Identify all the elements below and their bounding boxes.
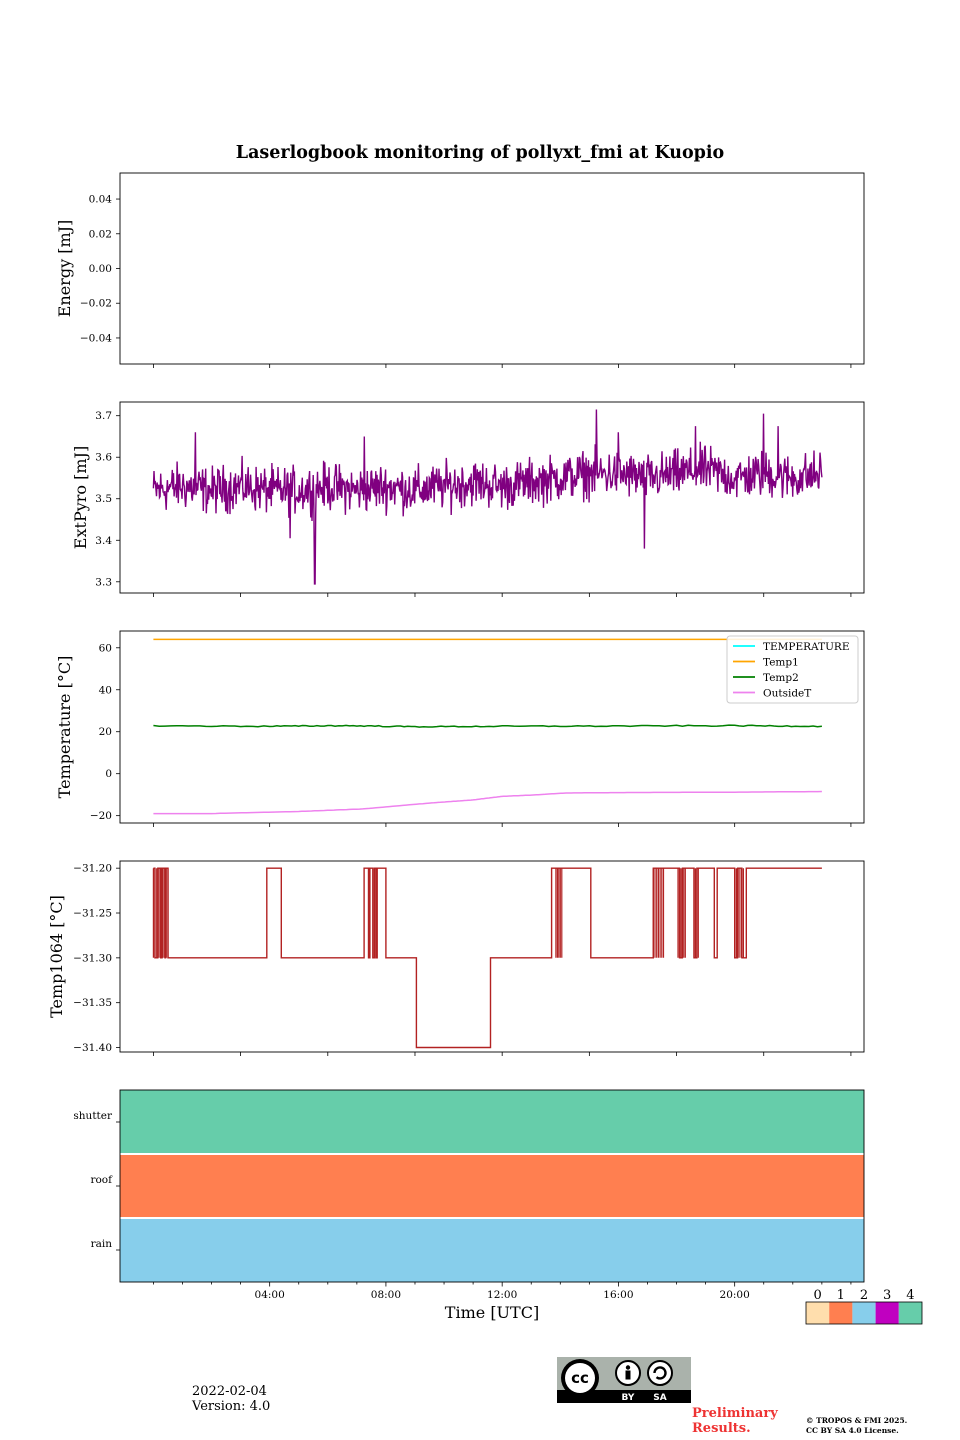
ylabel-extpyro: ExtPyro [mJ] [71, 446, 90, 549]
copyright-line-1: © TROPOS & FMI 2025. [806, 1416, 908, 1425]
temp1064-series-line [153, 867, 822, 1049]
colorbar-label-2: 2 [860, 1288, 868, 1303]
colorbar-frame [805, 1301, 923, 1325]
colorbar-cell-4 [898, 1302, 922, 1324]
xtick-label: 16:00 [603, 1289, 633, 1301]
row-label-roof: roof [90, 1174, 113, 1186]
ytick-label-temp1064: −31.25 [73, 908, 112, 920]
cc-by-sa-badge[interactable]: cc BY SA [557, 1357, 691, 1403]
ytick-label-energy: 0.04 [89, 194, 113, 206]
sa-arrow-icon [653, 1366, 667, 1380]
colorbar-cell-0 [806, 1302, 830, 1324]
ytick-label-extpyro: 3.4 [95, 535, 112, 547]
temperature-series-temp2 [153, 724, 822, 728]
ytick-label-extpyro: 3.7 [95, 410, 112, 422]
ytick-label-temp1064: −31.40 [73, 1042, 112, 1054]
footer-date-block: 2022-02-04 Version: 4.0 [192, 1384, 270, 1414]
xtick-label: 20:00 [720, 1289, 750, 1301]
temp1064-toggle-band [652, 868, 665, 958]
ytick-label-temperature: 0 [105, 768, 112, 780]
row-label-shutter: shutter [73, 1110, 113, 1122]
ytick-label-temperature: 60 [99, 642, 112, 654]
temperature-legend: TEMPERATURE Temp1 Temp2 OutsideT [726, 635, 859, 704]
ytick-label-temp1064: −31.30 [73, 952, 112, 964]
preliminary-notice: Preliminary Results. [692, 1406, 802, 1436]
panel-extpyro: 3.3 3.4 3.5 3.6 3.7 ExtPyro [mJ] [71, 401, 865, 597]
cc-icon [565, 1363, 595, 1393]
panel-temperature: TEMPERATURE Temp1 Temp2 OutsideT 60 40 20 0 −20 T… [55, 630, 865, 827]
axes-frame-energy [119, 172, 865, 365]
axes-frame-temperature [119, 630, 865, 824]
ytick-label-temp1064: −31.35 [73, 997, 112, 1009]
colorbar-cell-2 [852, 1302, 876, 1324]
legend-label-temperature: TEMPERATURE [763, 641, 850, 653]
temp1064-toggle-band [677, 868, 686, 958]
panel-temp1064: −31.20 −31.25 −31.30 −31.35 −31.40 Temp1064 [… [47, 860, 865, 1056]
ylabel-energy: Energy [mJ] [55, 220, 74, 318]
ytick-label-extpyro: 3.3 [95, 576, 112, 588]
colorbar-cell-3 [875, 1302, 899, 1324]
ylabel-temperature: Temperature [°C] [55, 656, 74, 799]
colorbar-label-4: 4 [906, 1288, 914, 1303]
figure-title: Laserlogbook monitoring of pollyxt_fmi a… [236, 143, 724, 163]
preliminary-line-1: Preliminary [692, 1406, 778, 1421]
axes-frame-status [119, 1089, 865, 1283]
extpyro-series-line [152, 409, 823, 585]
status-cell-roof [120, 1155, 864, 1217]
ytick-label-temperature: 20 [99, 726, 112, 738]
ytick-label-extpyro: 3.6 [95, 452, 112, 464]
status-cell-rain [120, 1219, 864, 1282]
ytick-label-temperature: 40 [99, 684, 112, 696]
footer-version: Version: 4.0 [192, 1399, 271, 1414]
ytick-label-temperature: −20 [90, 810, 112, 822]
legend-frame [726, 635, 859, 704]
colorbar-label-3: 3 [883, 1288, 891, 1303]
footer-date: 2022-02-04 [192, 1384, 267, 1399]
xtick-label: 08:00 [371, 1289, 401, 1301]
temp1064-toggle-band [555, 868, 563, 958]
temp1064-toggle-band [734, 868, 744, 958]
badge-sa-label: SA [653, 1393, 666, 1403]
ytick-label-energy: −0.02 [80, 298, 112, 310]
colorbar-label-1: 1 [837, 1288, 845, 1303]
xtick-label: 12:00 [487, 1289, 517, 1301]
badge-by-label: BY [622, 1393, 635, 1403]
legend-label-outsidet: OutsideT [763, 688, 811, 700]
ytick-label-energy: 0.02 [89, 228, 112, 240]
ytick-label-energy: −0.04 [80, 332, 112, 344]
axes-frame-extpyro [119, 401, 865, 594]
by-person-body-icon [625, 1370, 631, 1380]
temp1064-toggle-band [152, 868, 169, 958]
ytick-label-temp1064: −31.20 [73, 863, 112, 875]
temp1064-toggle-band [693, 868, 699, 958]
xlabel-time: Time [UTC] [445, 1303, 539, 1322]
copyright-line-2: CC BY SA 4.0 License. [806, 1426, 899, 1435]
preliminary-line-2: Results. [692, 1421, 751, 1436]
colorbar-label-0: 0 [813, 1288, 821, 1303]
cc-icon-text: cc [571, 1369, 589, 1387]
axes-frame-temp1064 [119, 860, 865, 1053]
panel-energy: 0.04 0.02 0.00 −0.02 −0.04 Energy [mJ] [55, 172, 865, 368]
panel-status: shutter roof rain [73, 1089, 865, 1283]
ylabel-temp1064: Temp1064 [°C] [47, 895, 66, 1018]
temperature-series-outsidet [153, 790, 822, 815]
copyright-notice: © TROPOS & FMI 2025. CC BY SA 4.0 Licens… [806, 1416, 907, 1436]
row-label-rain: rain [91, 1238, 113, 1250]
sa-share-alike-icon [647, 1360, 673, 1386]
status-cell-shutter [120, 1090, 864, 1153]
ytick-label-energy: 0.00 [89, 263, 112, 275]
xtick-label: 04:00 [255, 1289, 285, 1301]
legend-label-temp1: Temp1 [763, 657, 799, 669]
by-person-head-icon [625, 1365, 631, 1370]
colorbar-cell-1 [829, 1302, 853, 1324]
legend-label-temp2: Temp2 [763, 672, 799, 684]
ytick-label-extpyro: 3.5 [95, 493, 112, 505]
